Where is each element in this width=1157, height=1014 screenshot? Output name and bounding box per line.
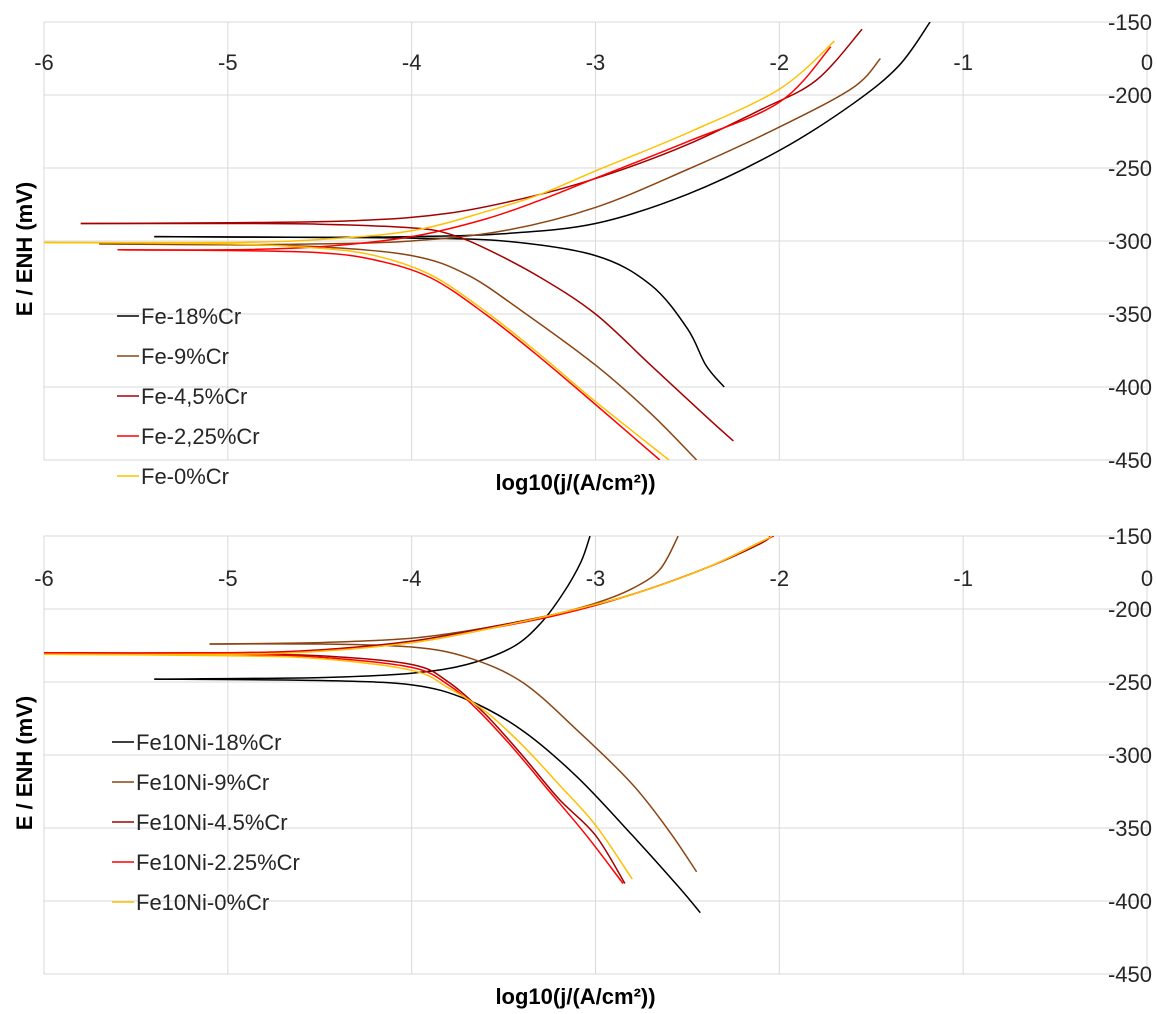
series-anodic-branch (154, 536, 591, 680)
legend-label: Fe-4,5%Cr (141, 384, 247, 409)
y-tick-label: -400 (1108, 375, 1152, 400)
y-tick-label: -150 (1108, 10, 1152, 35)
y-tick-label: -450 (1108, 448, 1152, 473)
y-tick-label: -300 (1108, 229, 1152, 254)
series-cathodic-branch (154, 678, 701, 914)
chart-1: -6 -5 -4 -3 -2 -1 0 -150 -200 -250 -300 -350 -400 -45… (12, 10, 1153, 495)
series-cathodic-branch (44, 241, 670, 460)
series-cathodic-branch (44, 652, 624, 884)
series-anodic-branch (44, 536, 771, 654)
x-tick-label: -4 (402, 50, 422, 75)
x-tick-label: 0 (1141, 566, 1153, 591)
x-tick-label: -5 (218, 566, 238, 591)
series-anodic-branch (209, 536, 679, 645)
chart-2: -6 -5 -4 -3 -2 -1 0 -150 -200 -250 -300 -350 -400 -45… (12, 524, 1153, 1009)
y-tick-label: -450 (1108, 962, 1152, 987)
x-tick-label: -5 (218, 50, 238, 75)
x-tick-label: -6 (34, 50, 54, 75)
legend-label: Fe-0%Cr (141, 464, 229, 489)
x-tick-label: -1 (953, 50, 973, 75)
x-tick-label: -1 (953, 566, 973, 591)
series-anodic-branch (44, 536, 773, 656)
legend-label: Fe-18%Cr (141, 304, 241, 329)
legend-label: Fe10Ni-9%Cr (136, 770, 269, 795)
x-tick-label: -6 (34, 566, 54, 591)
series-cathodic-branch (117, 249, 661, 460)
x-axis-title: log10(j/(A/cm²)) (495, 470, 655, 495)
y-tick-label: -200 (1108, 597, 1152, 622)
series-anodic-branch (44, 40, 835, 244)
series-5 (44, 40, 835, 460)
series-anodic-branch (117, 46, 832, 251)
x-tick-label: 0 (1141, 50, 1153, 75)
y-tick-label: -150 (1108, 524, 1152, 549)
series-4 (117, 46, 832, 460)
series-cathodic-branch (44, 652, 626, 884)
y-tick-label: -350 (1108, 302, 1152, 327)
series-1 (154, 536, 701, 914)
x-tick-label: -4 (402, 566, 422, 591)
legend-label: Fe10Ni-18%Cr (136, 730, 282, 755)
series-5 (44, 536, 773, 880)
x-tick-label: -2 (770, 566, 790, 591)
series-cathodic-branch (44, 653, 633, 880)
legend: Fe10Ni-18%Cr Fe10Ni-9%Cr Fe10Ni-4.5%Cr Fe10… (112, 730, 300, 915)
y-tick-label: -200 (1108, 83, 1152, 108)
y-axis-title: E / ENH (mV) (12, 182, 37, 316)
legend-label: Fe10Ni-0%Cr (136, 890, 269, 915)
y-tick-label: -400 (1108, 889, 1152, 914)
x-tick-label: -2 (770, 50, 790, 75)
y-tick-label: -250 (1108, 156, 1152, 181)
y-tick-label: -250 (1108, 670, 1152, 695)
series-cathodic-branch (80, 222, 734, 442)
series-anodic-branch (44, 536, 775, 654)
legend-label: Fe-2,25%Cr (141, 424, 260, 449)
legend-label: Fe10Ni-4.5%Cr (136, 810, 288, 835)
legend: Fe-18%Cr Fe-9%Cr Fe-4,5%Cr Fe-2,25%Cr Fe-0%C… (117, 304, 260, 489)
series-cathodic-branch (209, 643, 698, 873)
x-tick-label: -3 (586, 50, 606, 75)
series-1 (154, 22, 931, 388)
series-anodic-branch (99, 57, 881, 246)
legend-label: Fe-9%Cr (141, 344, 229, 369)
y-tick-label: -300 (1108, 743, 1152, 768)
series-anodic-branch (154, 22, 931, 239)
legend-label: Fe10Ni-2.25%Cr (136, 850, 300, 875)
series-cathodic-branch (154, 235, 725, 388)
y-tick-label: -350 (1108, 816, 1152, 841)
x-tick-label: -3 (586, 566, 606, 591)
series-anodic-branch (80, 28, 863, 225)
y-axis-title: E / ENH (mV) (12, 696, 37, 830)
x-axis-title: log10(j/(A/cm²)) (495, 984, 655, 1009)
